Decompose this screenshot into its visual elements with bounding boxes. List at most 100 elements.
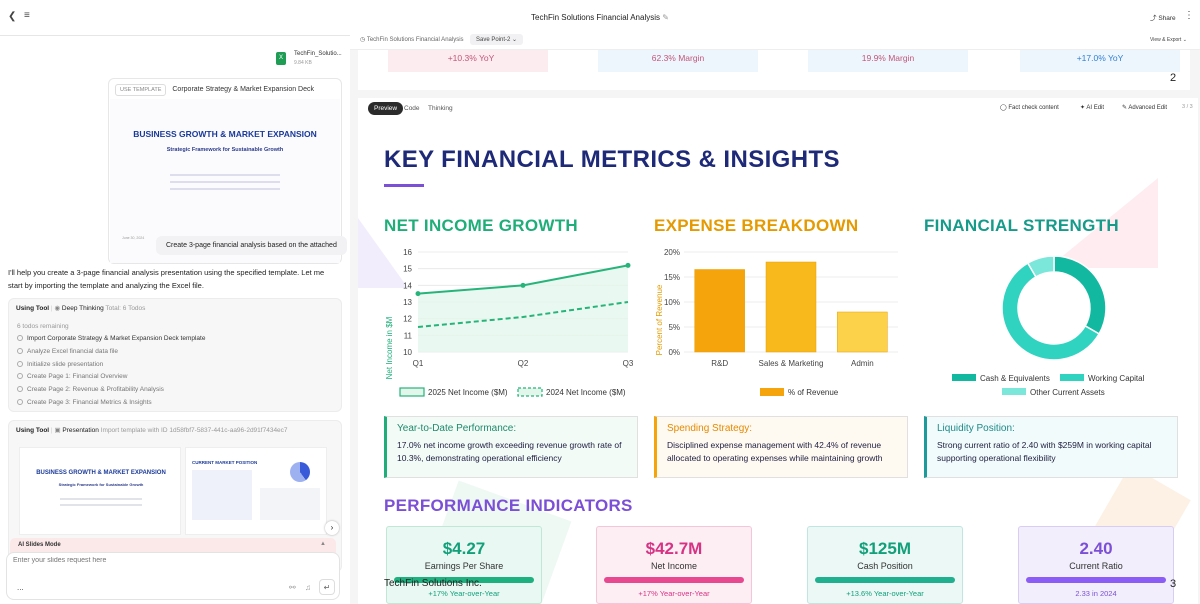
indicator-bar bbox=[1026, 577, 1166, 583]
previous-slide[interactable]: +10.3% YoY 62.3% Margin 19.9% Margin +17… bbox=[358, 50, 1190, 90]
expense-bar-chart: 0% 5% 10% 15% 20% R&D Sales & Marketing Admin P… bbox=[655, 248, 898, 397]
circle-icon bbox=[17, 347, 23, 354]
indicator-eps: $4.27 Earnings Per Share +17% Year-over-… bbox=[386, 526, 542, 604]
fact-check-button[interactable]: ◯ Fact check content bbox=[1000, 105, 1059, 111]
y-tick-label: 10 bbox=[403, 348, 412, 357]
insight-text: Disciplined expense management with 42.4… bbox=[667, 440, 883, 463]
legend-label: % of Revenue bbox=[788, 388, 839, 397]
tool-label: Using Tool bbox=[16, 427, 50, 434]
indicator-bar bbox=[815, 577, 955, 583]
file-name: TechFin_Solutio... bbox=[294, 51, 342, 57]
slide-title: KEY FINANCIAL METRICS & INSIGHTS bbox=[384, 146, 840, 173]
more-options-icon[interactable]: ⋮ bbox=[1184, 10, 1194, 21]
thinking-icon: ◉ bbox=[54, 305, 61, 312]
share-button[interactable]: ⤴ Share bbox=[1150, 15, 1176, 22]
series-area bbox=[418, 265, 628, 352]
data-point bbox=[520, 282, 526, 288]
presentation-icon: ▣ bbox=[54, 427, 61, 434]
menu-icon[interactable]: ≡ bbox=[24, 10, 30, 21]
send-icon[interactable]: ↵ bbox=[319, 579, 335, 595]
view-export-button[interactable]: View & Export ⌄ bbox=[1150, 37, 1187, 43]
tool-card-deep-thinking[interactable]: Using Tool | ◉ Deep Thinking Total: 6 To… bbox=[8, 298, 342, 412]
clock-icon: ◷ bbox=[360, 37, 366, 43]
prev-metric-4: +17.0% YoY bbox=[1076, 53, 1124, 63]
template-slide-title: BUSINESS GROWTH & MARKET EXPANSION bbox=[133, 129, 317, 139]
indicator-value: $125M bbox=[859, 539, 911, 558]
legend-label: Working Capital bbox=[1088, 374, 1145, 383]
prev-page-number: 2 bbox=[1170, 72, 1177, 84]
ai-edit-button[interactable]: ✦ AI Edit bbox=[1080, 105, 1105, 111]
template-slide-subtitle: Strategic Framework for Sustainable Grow… bbox=[166, 147, 284, 153]
insight-card-performance: Year-to-Date Performance: 17.0% net inco… bbox=[384, 416, 638, 478]
slide-3[interactable]: KEY FINANCIAL METRICS & INSIGHTS NET INC… bbox=[358, 118, 1198, 604]
tool-name: Deep Thinking bbox=[61, 305, 104, 312]
indicator-value: $42.7M bbox=[645, 539, 703, 558]
mode-banner[interactable]: AI Slides Mode ▲ bbox=[10, 538, 336, 554]
performance-heading: PERFORMANCE INDICATORS bbox=[384, 496, 633, 515]
circle-icon bbox=[17, 398, 23, 405]
chevron-right-icon[interactable]: › bbox=[325, 521, 339, 535]
insight-heading: Spending Strategy: bbox=[667, 423, 753, 434]
indicator-sub: +17% Year-over-Year bbox=[638, 589, 710, 598]
y-tick-label: 12 bbox=[403, 315, 412, 324]
y-tick-label: 11 bbox=[404, 331, 413, 340]
back-icon[interactable]: ❮ bbox=[8, 11, 17, 22]
sparkle-icon: ✦ bbox=[1080, 105, 1086, 111]
tab-preview[interactable]: Preview bbox=[368, 102, 404, 115]
decorative-triangle bbox=[1048, 178, 1158, 268]
circle-icon bbox=[17, 373, 23, 380]
legend-swatch bbox=[760, 388, 784, 396]
tool-meta: Total: 6 Todos bbox=[105, 305, 146, 312]
user-message: Create 3-page financial analysis based o… bbox=[156, 236, 347, 255]
breadcrumb[interactable]: ◷ TechFin Solutions Financial Analysis bbox=[360, 37, 464, 43]
indicator-value: $4.27 bbox=[442, 539, 486, 558]
template-name: Corporate Strategy & Market Expansion De… bbox=[172, 86, 314, 93]
slide-thumbnail-2[interactable]: CURRENT MARKET POSITION bbox=[185, 447, 327, 535]
tab-code[interactable]: Code bbox=[404, 105, 420, 112]
thumb1-subtitle: Strategic Framework for Sustainable Grow… bbox=[58, 482, 144, 487]
use-template-tag: USE TEMPLATE bbox=[115, 84, 167, 96]
indicator-current-ratio: 2.40 Current Ratio 2.33 in 2024 bbox=[1018, 526, 1174, 604]
tool-meta: Import template with ID 1d58fbf7-5837-44… bbox=[100, 427, 288, 434]
indicator-label: Net Income bbox=[650, 561, 698, 571]
company-footer: TechFin Solutions Inc. bbox=[384, 578, 482, 589]
todo-item: Create Page 2: Revenue & Profitability A… bbox=[17, 384, 337, 397]
indicator-net-income: $42.7M Net Income +17% Year-over-Year bbox=[596, 526, 752, 604]
thumb1-title: BUSINESS GROWTH & MARKET EXPANSION bbox=[36, 470, 166, 476]
template-card[interactable]: USE TEMPLATE Corporate Strategy & Market … bbox=[108, 78, 342, 264]
legend-label: 2025 Net Income ($M) bbox=[428, 388, 508, 397]
indicator-sub: 2.33 in 2024 bbox=[1075, 589, 1117, 598]
y-tick-label: 10% bbox=[664, 298, 680, 307]
microphone-icon[interactable]: ♫ bbox=[305, 583, 311, 592]
indicator-label: Earnings Per Share bbox=[424, 561, 504, 571]
circle-icon bbox=[17, 386, 23, 393]
advanced-edit-button[interactable]: ✎ Advanced Edit bbox=[1122, 105, 1168, 111]
x-tick-label: Sales & Marketing bbox=[759, 359, 824, 368]
indicator-sub: +17% Year-over-Year bbox=[428, 589, 500, 598]
preview-header: ◷ TechFin Solutions Financial Analysis S… bbox=[350, 30, 1200, 50]
legend-swatch bbox=[517, 387, 543, 397]
net-income-line-chart: 10 11 12 13 14 15 16 Q1 Q2 Q3 Net Income in $M 20… bbox=[385, 248, 634, 397]
todo-item: Import Corporate Strategy & Market Expan… bbox=[17, 333, 337, 346]
collapse-icon[interactable]: ▲ bbox=[320, 541, 326, 547]
chat-input-box[interactable]: ... ⚯ ♫ ↵ bbox=[6, 552, 340, 600]
savepoint-select[interactable]: Save Point-2 ⌄ bbox=[470, 34, 524, 45]
y-tick-label: 0% bbox=[668, 348, 680, 357]
chat-input[interactable] bbox=[13, 557, 313, 564]
more-icon[interactable]: ... bbox=[17, 583, 24, 592]
edit-title-icon[interactable]: ✎ bbox=[662, 13, 669, 22]
insight-heading: Year-to-Date Performance: bbox=[397, 423, 517, 434]
insight-text: 17.0% net income growth exceeding revenu… bbox=[397, 440, 622, 463]
financial-strength-donut: Cash & Equivalents Working Capital Other C… bbox=[952, 255, 1145, 397]
attached-file[interactable]: X TechFin_Solutio... 9.84 KB bbox=[276, 50, 346, 70]
y-tick-label: 15 bbox=[403, 265, 412, 274]
attach-icon[interactable]: ⚯ bbox=[289, 583, 296, 592]
y-tick-label: 16 bbox=[403, 248, 412, 257]
y-tick-label: 15% bbox=[664, 273, 680, 282]
slide-thumbnail-1[interactable]: BUSINESS GROWTH & MARKET EXPANSION Strat… bbox=[19, 447, 181, 535]
bar bbox=[765, 261, 817, 353]
tab-thinking[interactable]: Thinking bbox=[428, 105, 453, 112]
pencil-icon: ✎ bbox=[1122, 105, 1128, 111]
series-line bbox=[417, 301, 629, 328]
assistant-message: I'll help you create a 3-page financial … bbox=[8, 268, 325, 290]
